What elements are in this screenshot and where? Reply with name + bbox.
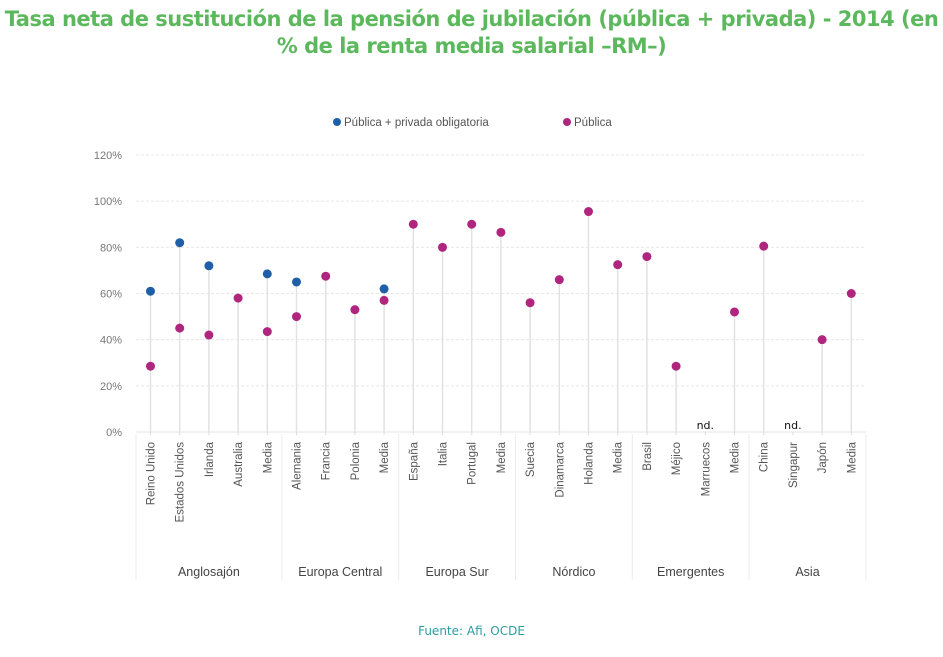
y-tick-label: 0% <box>106 427 122 439</box>
point-publica <box>846 289 856 298</box>
y-tick-label: 100% <box>94 196 122 208</box>
point-publica <box>408 219 418 229</box>
group-label: Emergentes <box>657 565 724 579</box>
category-label: Méjico <box>671 442 683 475</box>
point-publica <box>613 260 623 270</box>
point-publica-privada <box>146 286 155 296</box>
category-label: Alemania <box>292 441 304 490</box>
point-publica <box>204 330 214 340</box>
category-label: Estados Unidos <box>175 442 187 523</box>
y-tick-label: 40% <box>100 335 122 347</box>
point-publica <box>350 305 360 315</box>
legend-label-publica: Pública <box>574 117 612 129</box>
category-label: China <box>759 441 771 472</box>
category-label: Dinamarca <box>554 441 566 497</box>
y-axis: 0% 20% 40% 60% 80% 100% 120% <box>94 150 122 439</box>
point-publica-privada <box>292 277 301 287</box>
x-axis: Reino Unido Estados Unidos Irlanda Australi… <box>135 431 867 580</box>
category-label: Media <box>613 441 625 473</box>
category-label: Media <box>730 441 742 473</box>
point-publica <box>321 271 331 281</box>
point-publica <box>262 327 272 337</box>
group-label: Nórdico <box>552 565 595 579</box>
category-label: Polonia <box>350 441 362 480</box>
point-publica-privada <box>204 261 214 271</box>
category-label: Italia <box>438 441 450 466</box>
legend-marker-publica <box>563 118 571 126</box>
point-publica <box>146 361 155 371</box>
category-label: Irlanda <box>204 441 216 477</box>
point-publica <box>642 252 652 262</box>
category-label: Marruecos <box>700 442 712 497</box>
stems <box>149 211 853 432</box>
point-publica <box>730 307 739 317</box>
category-label: Suecia <box>525 441 537 477</box>
point-publica <box>584 207 593 217</box>
point-publica <box>554 275 564 285</box>
point-publica <box>379 295 389 305</box>
point-publica <box>759 241 769 251</box>
y-tick-label: 80% <box>100 242 122 254</box>
category-label: Singapur <box>788 442 800 488</box>
category-label: Reino Unido <box>146 442 158 505</box>
point-publica <box>467 219 477 229</box>
category-label: Francia <box>321 441 333 480</box>
legend: Pública + privada obligatoria Pública <box>333 117 612 129</box>
nd-annotation: nd. <box>697 419 714 432</box>
point-publica <box>438 242 447 252</box>
y-tick-label: 120% <box>94 150 122 162</box>
legend-label-publica-privada: Pública + privada obligatoria <box>344 117 489 129</box>
group-label: Asia <box>795 565 819 579</box>
category-label: España <box>408 441 420 481</box>
y-tick-label: 60% <box>100 289 122 301</box>
category-label: Brasil <box>642 442 654 471</box>
source-note: Fuente: Afi, OCDE <box>418 624 525 638</box>
group-label: Europa Central <box>298 565 382 579</box>
point-publica <box>233 293 243 303</box>
point-publica <box>525 298 535 308</box>
point-publica <box>175 323 185 333</box>
point-publica-privada <box>262 269 272 279</box>
category-label: Media <box>379 441 391 473</box>
group-label: Europa Sur <box>425 565 488 579</box>
point-publica <box>671 361 681 371</box>
category-label: Japón <box>817 442 829 473</box>
category-label: Media <box>262 441 274 473</box>
point-publica <box>496 227 506 237</box>
point-publica-privada <box>175 238 185 248</box>
point-publica <box>292 312 301 322</box>
category-label: Media <box>846 441 858 473</box>
legend-marker-publica-privada <box>333 118 341 126</box>
category-label: Australia <box>233 441 245 486</box>
nd-annotation: nd. <box>784 419 801 432</box>
group-label: Anglosajón <box>178 565 240 579</box>
category-label: Media <box>496 441 508 473</box>
y-tick-label: 20% <box>100 381 122 393</box>
chart-title: Tasa neta de sustitución de la pensión d… <box>4 7 939 58</box>
points: nd. nd. <box>146 207 856 432</box>
category-label: Portugal <box>467 442 479 485</box>
point-publica-privada <box>379 284 389 294</box>
point-publica <box>817 335 827 345</box>
category-label: Holanda <box>584 441 596 484</box>
